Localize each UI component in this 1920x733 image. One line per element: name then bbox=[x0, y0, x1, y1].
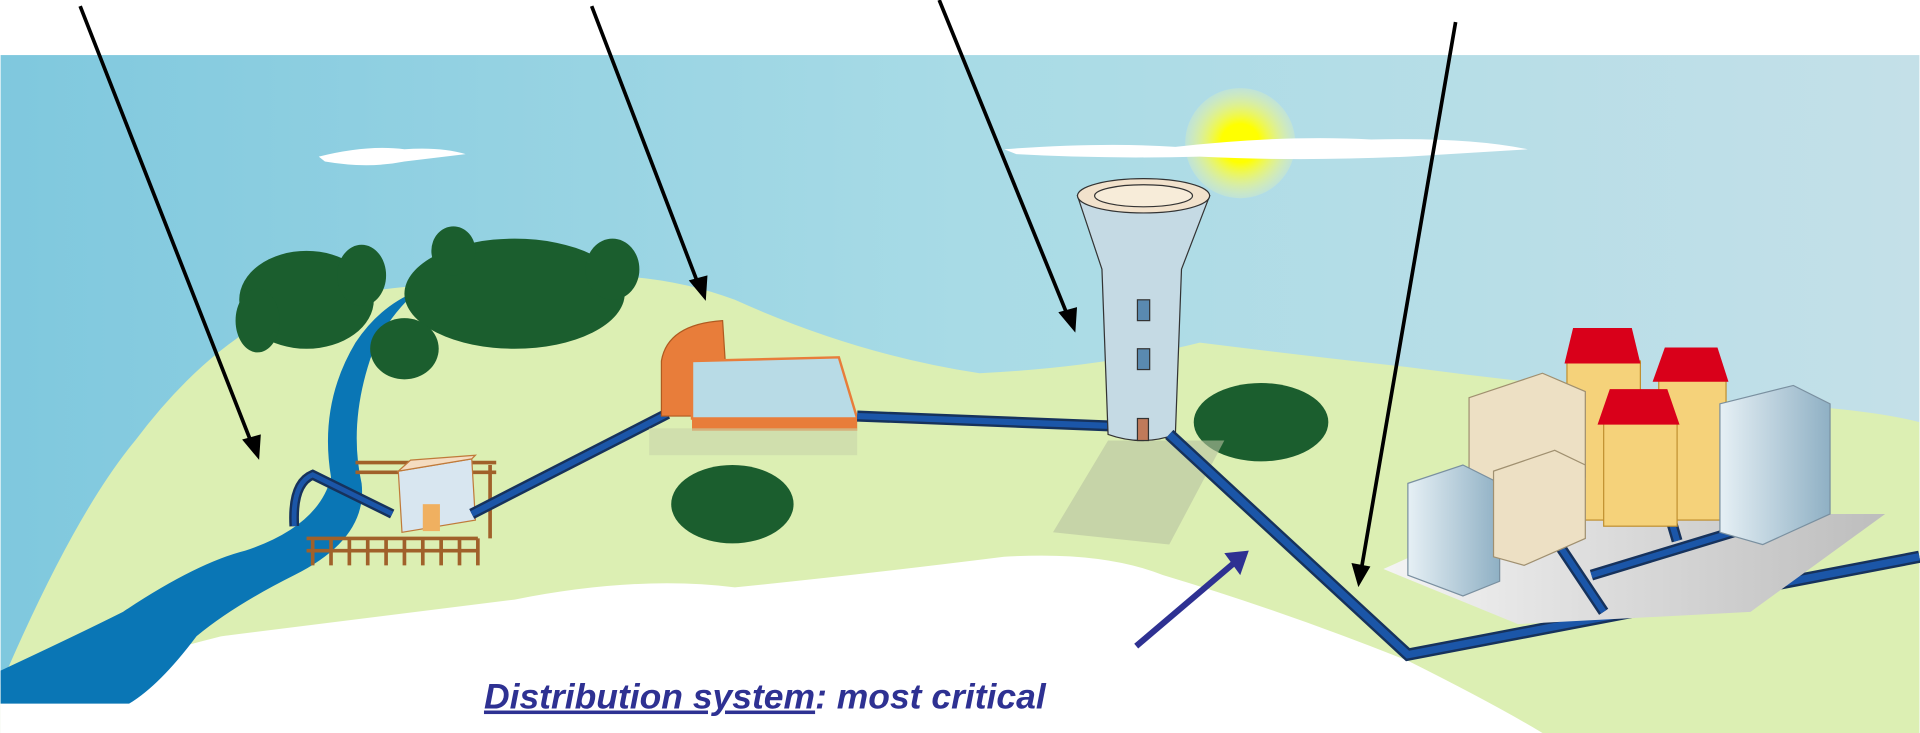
foreground bbox=[0, 555, 1543, 733]
river bbox=[0, 291, 417, 704]
caption: Distribution system: most critical bbox=[484, 677, 1047, 717]
treatment-plant bbox=[289, 319, 859, 566]
town bbox=[1383, 327, 1886, 625]
cloud bbox=[1004, 138, 1528, 160]
highlight-arrow bbox=[1134, 550, 1249, 649]
arrows bbox=[78, 0, 1458, 588]
cloud bbox=[318, 147, 466, 166]
caption-underlined: Distribution system bbox=[484, 677, 815, 717]
caption-rest: : most critical bbox=[815, 677, 1047, 717]
trees bbox=[235, 226, 1329, 544]
